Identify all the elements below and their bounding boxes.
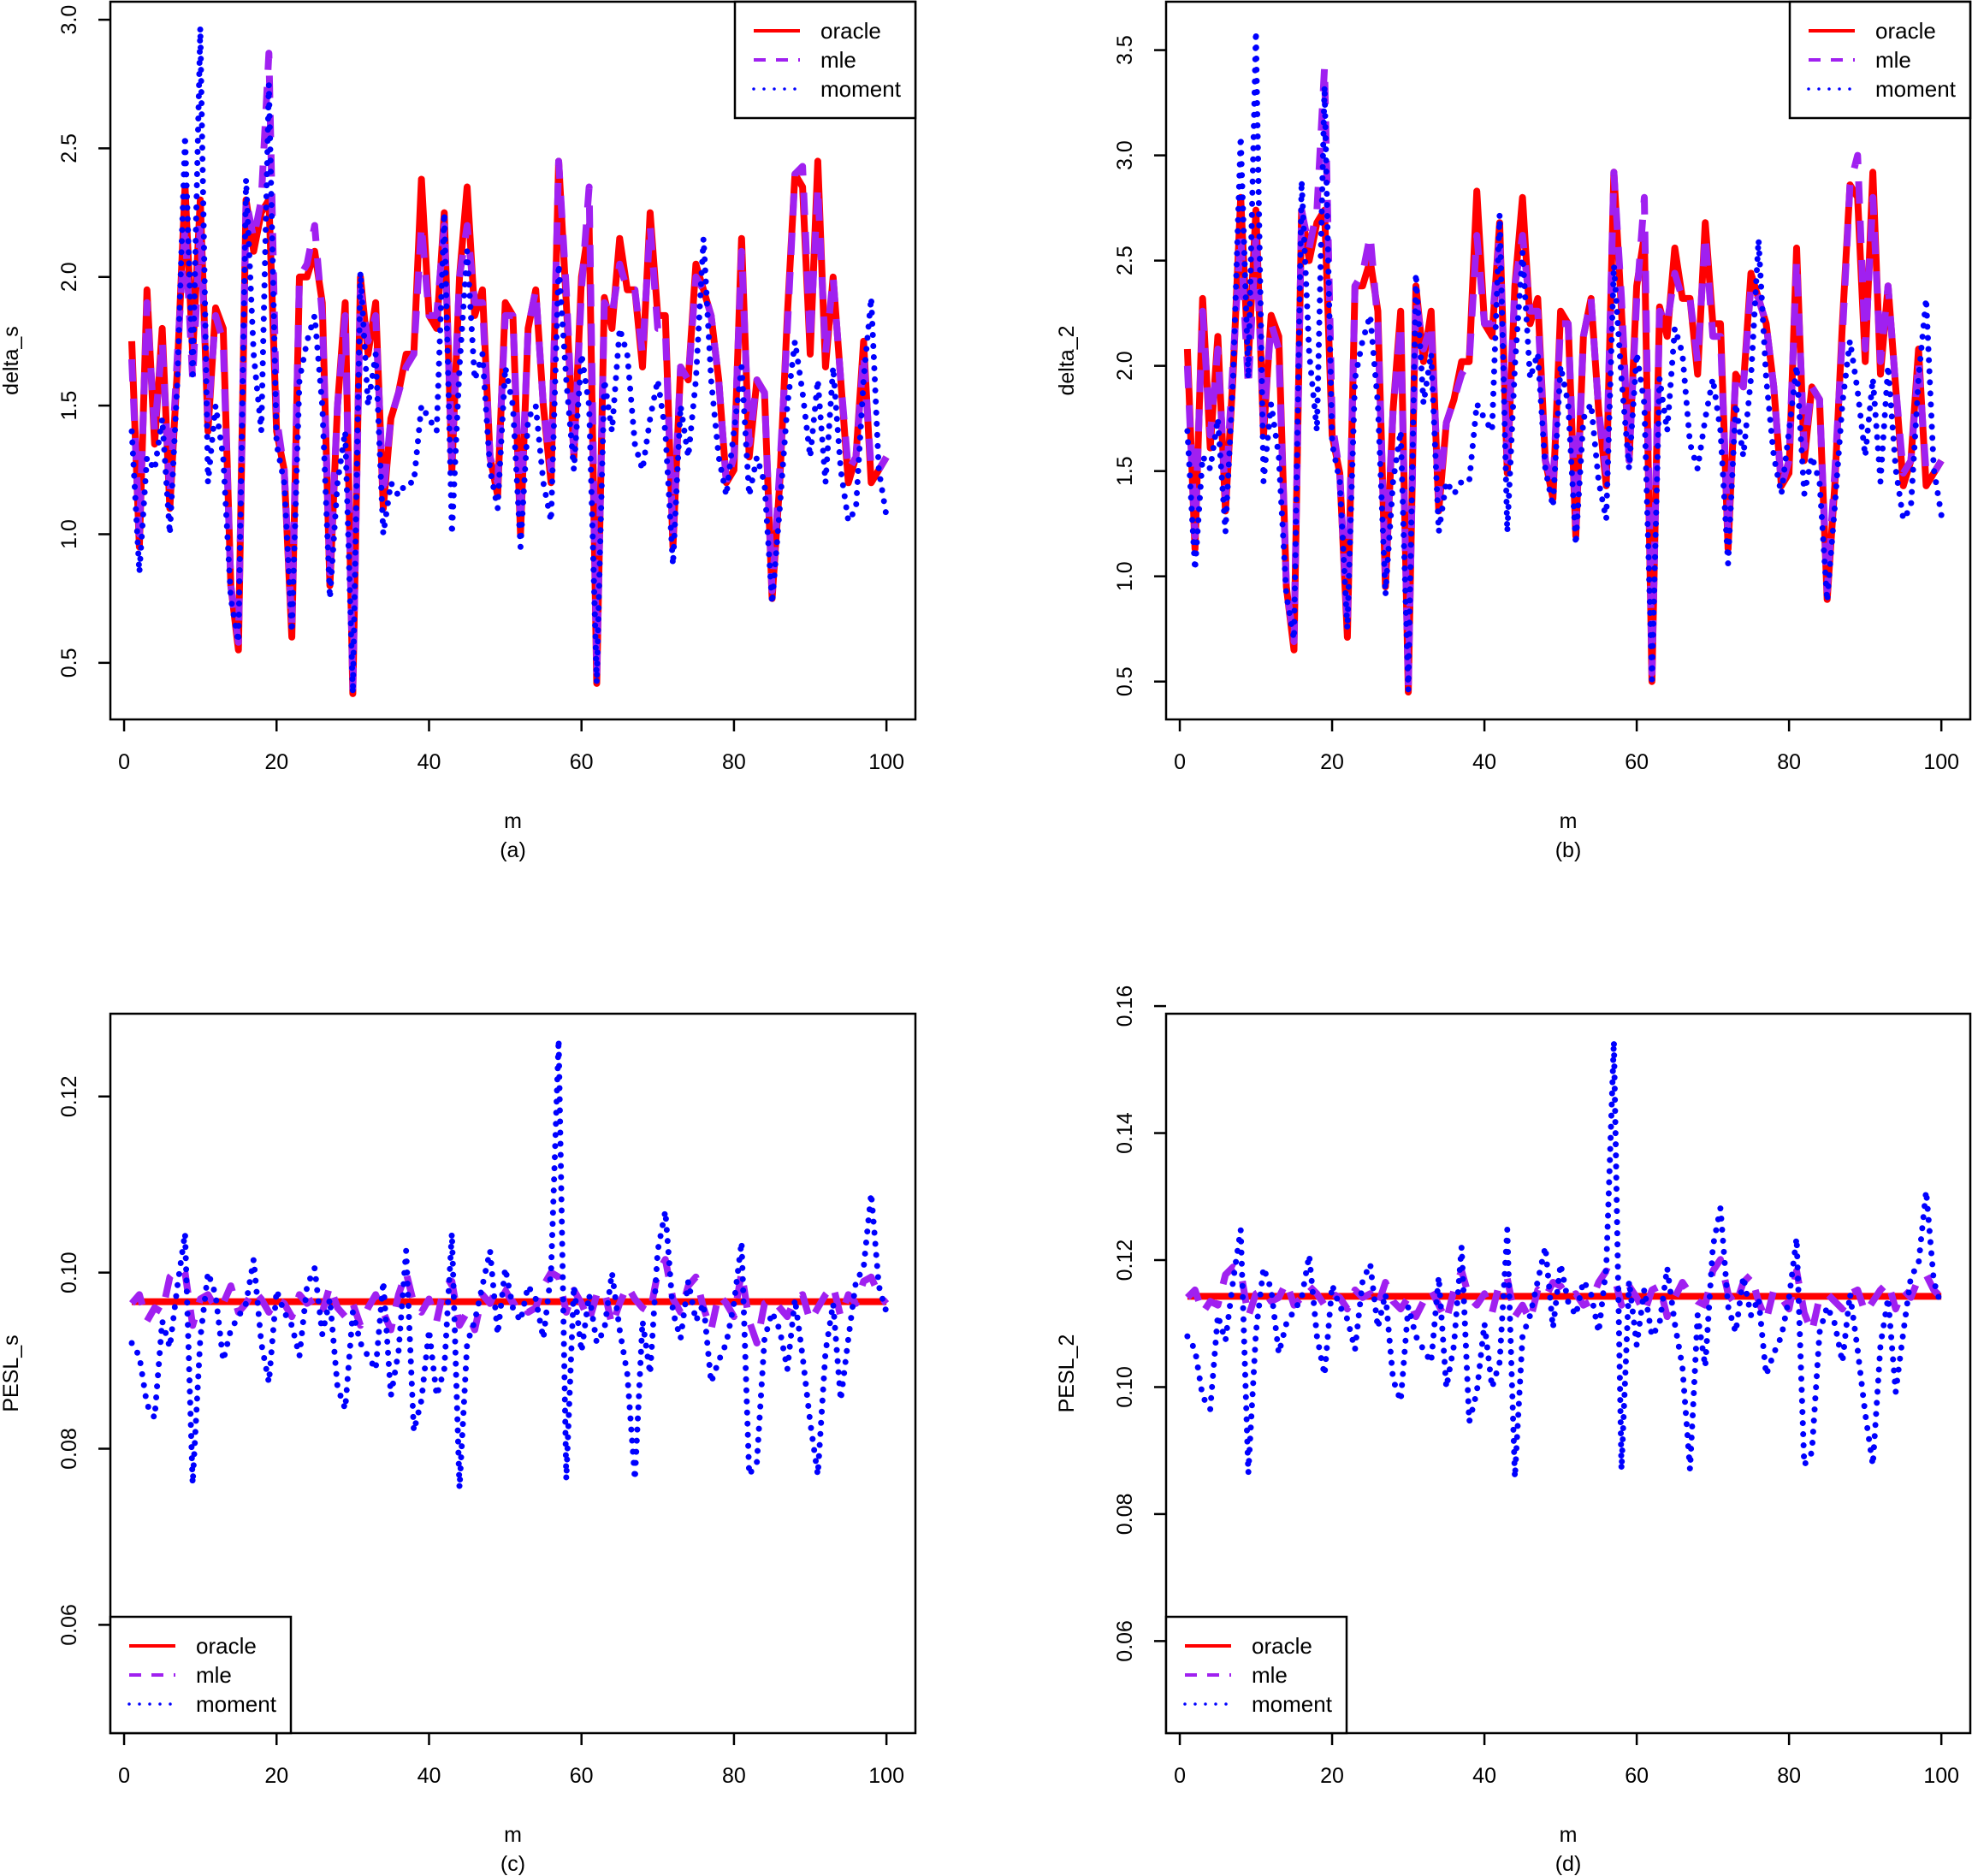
series-line-moment [1184,27,1945,694]
plot-frame [109,0,917,721]
legend: oracle mle moment [1164,1615,1348,1735]
x-tick-label: 20 [1320,750,1344,774]
x-tick-label: 40 [417,750,441,774]
y-tick-label: 2.0 [57,262,81,292]
panel-tag: (d) [1555,1852,1582,1876]
x-tick-label: 0 [118,1764,130,1788]
y-tick-label: 0.5 [1113,666,1137,696]
legend: oracle mle moment [733,0,917,120]
y-tick-label: 3.5 [1113,35,1137,65]
y-tick-label: 3.0 [1113,140,1137,170]
x-axis-label: m [504,809,522,833]
legend-label-moment: moment [1875,76,1957,102]
y-tick-label: 0.12 [57,1075,81,1117]
series-group [1183,27,1945,695]
y-tick-label: 2.5 [1113,246,1137,275]
series-line-mle [1183,63,1945,689]
x-tick-label: 60 [1625,750,1649,774]
y-tick-label: 0.10 [57,1252,81,1293]
y-tick-label: 1.0 [1113,561,1137,591]
plot-frame [1164,0,1972,721]
legend-label-mle: mle [196,1662,232,1688]
y-tick-label: 0.08 [1113,1494,1137,1536]
x-tick-label: 0 [1174,1764,1186,1788]
legend-label-mle: mle [1252,1662,1288,1688]
y-tick-label: 0.16 [1113,985,1137,1027]
legend-label-moment: moment [1252,1691,1333,1717]
x-tick-label: 100 [868,1764,904,1788]
x-tick-label: 100 [1923,1764,1959,1788]
y-tick-label: 1.5 [57,391,81,421]
series-group [128,1036,890,1492]
y-tick-label: 0.5 [57,648,81,678]
panel-tag: (a) [500,838,526,862]
y-tick-label: 1.0 [57,519,81,549]
plot-frame [109,1012,917,1735]
panel-b: 0 20 40 60 80 100 0.5 1.0 1.5 2.0 2.5 3.0 3.5 m (b) del… [1055,0,1972,862]
series-line-mle [128,50,890,692]
x-tick-label: 20 [264,1764,288,1788]
x-tick-label: 20 [1320,1764,1344,1788]
series-group [1184,1038,1945,1482]
y-tick-label: 0.14 [1113,1112,1137,1154]
x-tick-label: 40 [417,1764,441,1788]
x-tick-label: 60 [570,1764,594,1788]
legend-label-mle: mle [820,47,856,73]
y-axis-label: delta_2 [1055,325,1079,395]
y-tick-label: 2.0 [1113,351,1137,381]
legend-label-moment: moment [820,76,902,102]
y-tick-label: 0.08 [57,1428,81,1470]
y-tick-label: 0.12 [1113,1240,1137,1281]
legend-label-oracle: oracle [1252,1633,1312,1659]
legend-label-oracle: oracle [820,18,881,44]
y-axis-label: PESL_s [0,1335,23,1411]
x-axis-label: m [1560,1823,1578,1847]
x-tick-label: 0 [1174,750,1186,774]
y-tick-label: 1.5 [1113,456,1137,486]
legend: oracle mle moment [1788,0,1972,120]
series-group [128,24,890,697]
y-tick-label: 2.5 [57,133,81,163]
legend-label-oracle: oracle [196,1633,257,1659]
plot-frame [1164,1012,1972,1735]
x-axis-label: m [504,1823,522,1847]
legend-label-moment: moment [196,1691,277,1717]
x-tick-label: 40 [1472,1764,1496,1788]
legend-label-oracle: oracle [1875,18,1936,44]
x-tick-label: 80 [722,750,746,774]
panel-c: 0 20 40 60 80 100 0.06 0.08 0.10 0.12 m (c) PESL_sor… [0,1012,917,1876]
panel-tag: (c) [500,1852,525,1876]
x-tick-label: 40 [1472,750,1496,774]
y-tick-label: 0.06 [57,1604,81,1646]
y-axis-label: PESL_2 [1055,1335,1079,1413]
series-line-moment [128,1036,890,1492]
x-axis-label: m [1560,809,1578,833]
x-tick-label: 0 [118,750,130,774]
x-tick-label: 100 [868,750,904,774]
panel-a: 0 20 40 60 80 100 0.5 1.0 1.5 2.0 2.5 3.0 m (a) delta_… [0,0,917,862]
panel-d: 0 20 40 60 80 100 0.06 0.08 0.10 0.12 0.14 0.16 m (d)… [1055,985,1972,1876]
x-tick-label: 80 [722,1764,746,1788]
series-line-moment [1184,1038,1945,1482]
series-line-oracle [128,157,890,697]
y-tick-label: 0.06 [1113,1620,1137,1662]
x-tick-label: 80 [1777,750,1801,774]
legend-label-mle: mle [1875,47,1911,73]
y-axis-label: delta_s [0,326,23,395]
x-tick-label: 80 [1777,1764,1801,1788]
panel-tag: (b) [1555,838,1582,862]
x-tick-label: 60 [1625,1764,1649,1788]
x-tick-label: 20 [264,750,288,774]
x-tick-label: 100 [1923,750,1959,774]
y-tick-label: 3.0 [57,5,81,35]
x-tick-label: 60 [570,750,594,774]
legend: oracle mle moment [109,1615,293,1735]
y-tick-label: 0.10 [1113,1366,1137,1408]
